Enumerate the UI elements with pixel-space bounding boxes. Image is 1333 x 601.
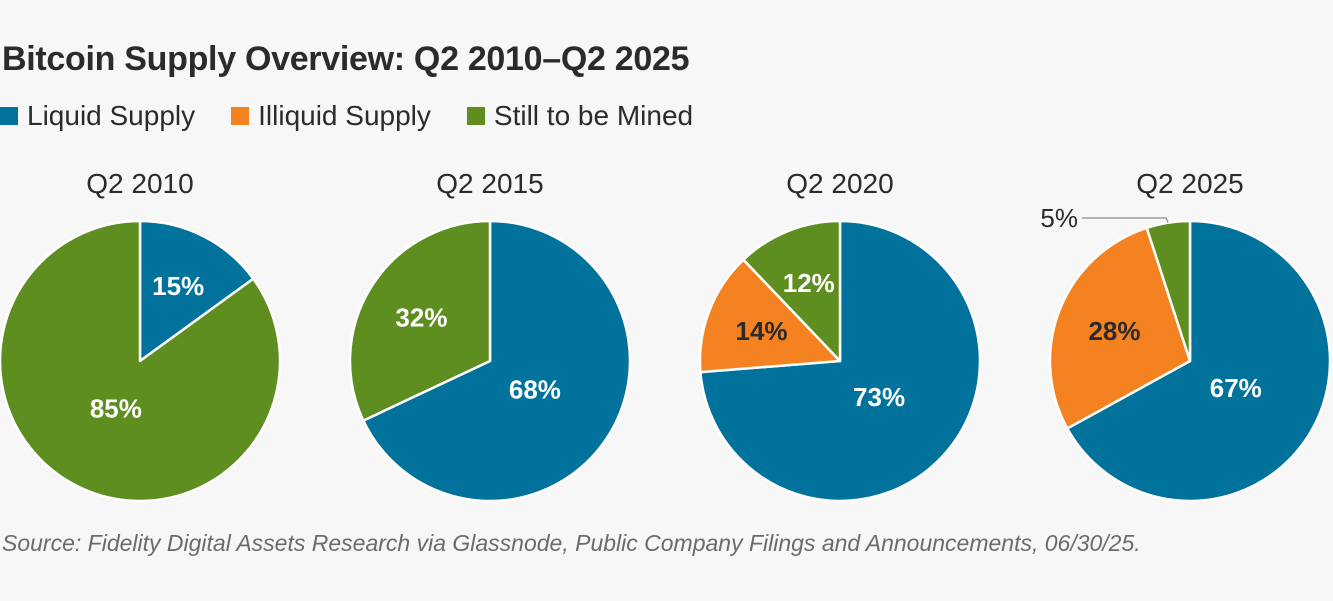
data-label-q2-2025-liquid-supply: 67% (1210, 373, 1262, 403)
legend-swatch-still-to-be-mined (466, 107, 485, 125)
legend-label-still-to-be-mined: Still to be Mined (493, 100, 694, 131)
data-label-q2-2015-liquid-supply: 68% (509, 375, 561, 405)
legend: Liquid Supply Illiquid Supply Still to b… (0, 100, 729, 132)
pie-label-q2-2015: Q2 2015 (436, 168, 543, 199)
legend-label-liquid-supply: Liquid Supply (27, 100, 196, 131)
callout-line-q2-2025 (1082, 217, 1169, 223)
data-label-q2-2015-still-to-be-mined: 32% (395, 302, 447, 332)
pie-slice-q2-2025-illiquid-supply (1048, 226, 1192, 430)
legend-swatch-liquid-supply (0, 107, 18, 125)
pie-slice-q2-2010-liquid-supply (138, 219, 255, 363)
pie-slice-q2-2015-liquid-supply (362, 219, 632, 503)
source-note: Source: Fidelity Digital Assets Research… (2, 530, 1141, 556)
legend-swatch-illiquid-supply (231, 107, 250, 125)
pie-slice-q2-2010-still-to-be-mined (0, 219, 282, 503)
pie-slice-q2-2025-liquid-supply (1066, 219, 1332, 503)
pie-slice-q2-2025-still-to-be-mined (1145, 219, 1192, 363)
data-label-q2-2010-still-to-be-mined: 85% (90, 393, 142, 423)
pie-slice-q2-2020-illiquid-supply (698, 258, 842, 374)
data-label-q2-2020-illiquid-supply: 14% (736, 316, 788, 346)
pie-slice-q2-2015-still-to-be-mined (348, 219, 492, 422)
legend-item-liquid-supply: Liquid Supply (0, 100, 195, 132)
legend-item-illiquid-supply: Illiquid Supply (231, 100, 431, 132)
data-label-q2-2025-illiquid-supply: 28% (1088, 316, 1140, 346)
data-label-q2-2020-liquid-supply: 73% (853, 382, 905, 412)
pie-label-q2-2010: Q2 2010 (86, 168, 193, 199)
legend-label-illiquid-supply: Illiquid Supply (258, 100, 431, 131)
pie-slice-q2-2020-still-to-be-mined (742, 219, 842, 363)
data-label-q2-2025-still-to-be-mined: 5% (1040, 203, 1078, 233)
data-label-q2-2010-liquid-supply: 15% (152, 271, 204, 301)
data-label-q2-2020-still-to-be-mined: 12% (783, 268, 835, 298)
pie-label-q2-2025: Q2 2025 (1136, 168, 1243, 199)
legend-item-still-to-be-mined: Still to be Mined (466, 100, 694, 132)
chart-title: Bitcoin Supply Overview: Q2 2010–Q2 2025 (2, 40, 690, 78)
pie-label-q2-2020: Q2 2020 (786, 168, 893, 199)
